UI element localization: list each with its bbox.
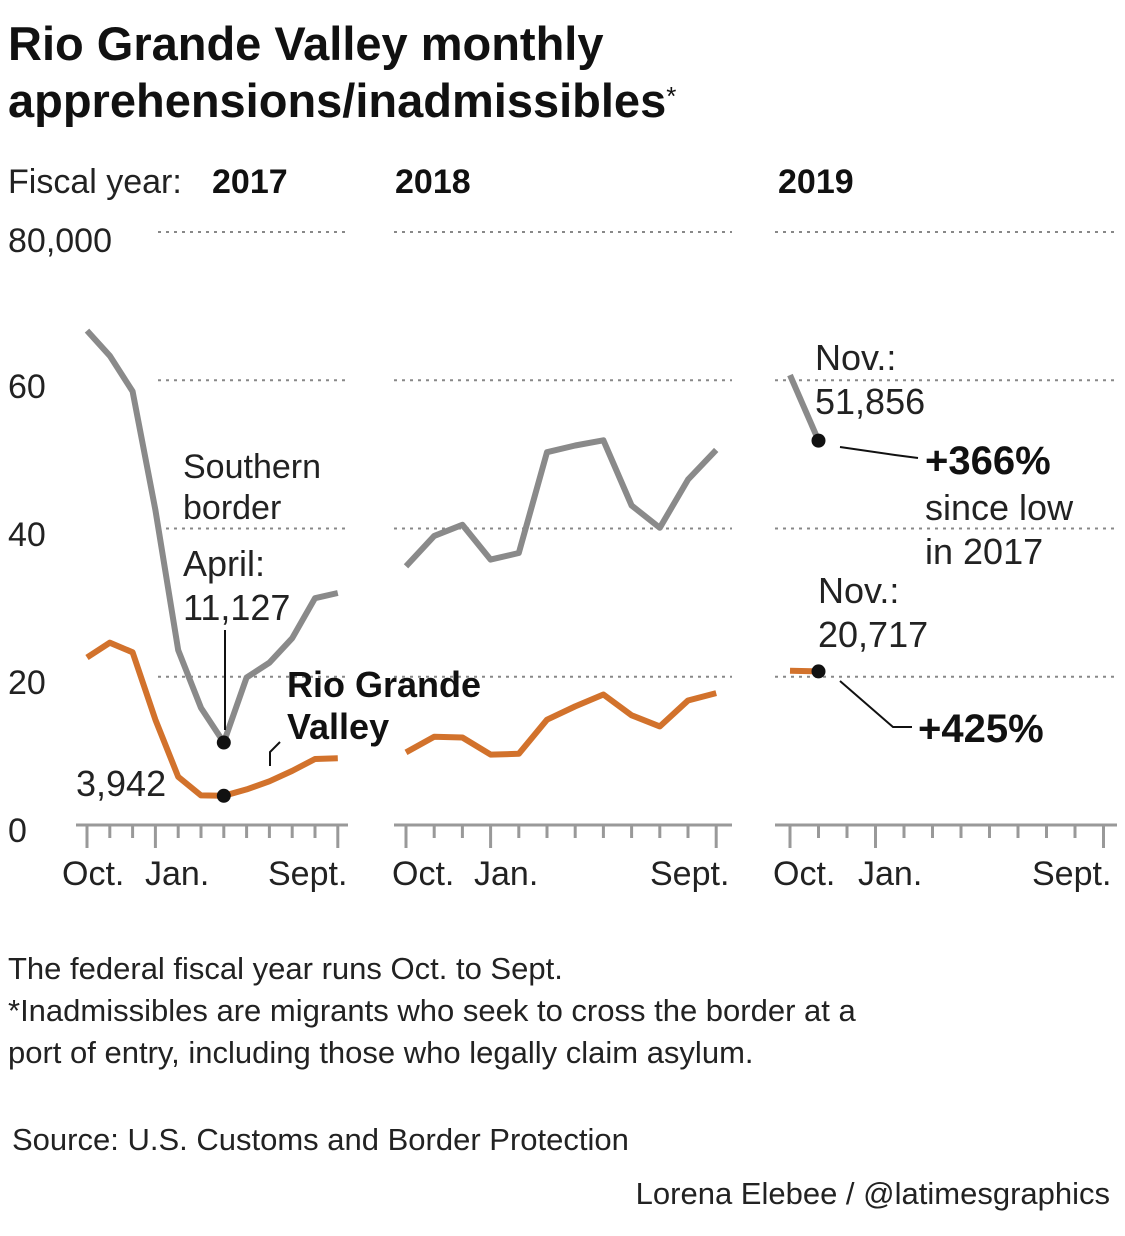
nov-sb-label: Nov.: bbox=[815, 337, 896, 378]
nov-sb-leader-line bbox=[839, 446, 919, 459]
rgv-line bbox=[85, 639, 338, 799]
x-tick-label: Oct. bbox=[773, 855, 835, 893]
april-value: 11,127 bbox=[183, 587, 290, 628]
axis-layer bbox=[76, 823, 1117, 848]
x-tick-label: Jan. bbox=[145, 855, 209, 893]
x-tick-label: Sept. bbox=[1032, 855, 1111, 893]
rgv-series-label: Rio Grande bbox=[287, 664, 481, 705]
x-tick-label: Oct. bbox=[62, 855, 124, 893]
southern-border-label: Southern bbox=[183, 448, 321, 486]
x-tick-label: Sept. bbox=[650, 855, 729, 893]
southern-border-line bbox=[787, 373, 822, 442]
series-layer bbox=[84, 328, 826, 803]
southern-border-label: border bbox=[183, 489, 281, 527]
nov-rgv-value: 20,717 bbox=[818, 614, 928, 655]
nov-sb-value: 51,856 bbox=[815, 381, 925, 422]
since-low-label: since low bbox=[925, 487, 1074, 528]
x-tick-label: Oct. bbox=[392, 855, 454, 893]
note-line: *Inadmissibles are migrants who seek to … bbox=[8, 993, 856, 1028]
x-tick-label: Jan. bbox=[858, 855, 922, 893]
chart-title-line2-text: apprehensions/inadmissibles bbox=[8, 74, 666, 127]
year-2019-label: 2019 bbox=[778, 163, 854, 201]
x-tick-label: Sept. bbox=[268, 855, 347, 893]
y-tick-label: 40 bbox=[8, 516, 46, 554]
year-2017-label: 2017 bbox=[212, 163, 288, 201]
note-line: port of entry, including those who legal… bbox=[8, 1035, 754, 1070]
nov-sb-change: +366% bbox=[925, 439, 1051, 483]
y-tick-label: 20 bbox=[8, 664, 46, 702]
rgv-line bbox=[404, 690, 717, 758]
rgv-low-value: 3,942 bbox=[76, 763, 166, 804]
chart-title-line2: apprehensions/inadmissibles* bbox=[8, 74, 676, 127]
source-text: Source: U.S. Customs and Border Protecti… bbox=[12, 1122, 629, 1157]
x-tick-label: Jan. bbox=[474, 855, 538, 893]
grid-layer bbox=[158, 231, 1117, 678]
nov-rgv-point bbox=[811, 664, 826, 679]
fiscal-year-label: Fiscal year: bbox=[8, 163, 182, 201]
april-label: April: bbox=[183, 543, 265, 584]
southern-border-line bbox=[403, 437, 719, 569]
nov-sb-point bbox=[811, 433, 826, 448]
southern-border-line bbox=[84, 328, 339, 746]
nov-rgv-change: +425% bbox=[918, 707, 1044, 751]
chart-title-line1: Rio Grande Valley monthly bbox=[8, 17, 604, 70]
y-tick-label: 80,000 bbox=[8, 222, 112, 260]
y-tick-label: 60 bbox=[8, 368, 46, 406]
rgv-leader-line bbox=[269, 741, 281, 766]
credit-text: Lorena Elebee / @latimesgraphics bbox=[636, 1176, 1110, 1211]
year-2018-label: 2018 bbox=[395, 163, 471, 201]
nov-rgv-leader-line bbox=[839, 680, 912, 728]
since-low-label: in 2017 bbox=[925, 531, 1043, 572]
nov-rgv-label: Nov.: bbox=[818, 570, 899, 611]
note-line: The federal fiscal year runs Oct. to Sep… bbox=[8, 951, 563, 986]
y-tick-label: 0 bbox=[8, 812, 27, 850]
april-sb-point bbox=[216, 735, 231, 750]
april-rgv-point bbox=[216, 788, 231, 803]
title-asterisk: * bbox=[666, 81, 676, 111]
rgv-series-label: Valley bbox=[287, 706, 389, 747]
